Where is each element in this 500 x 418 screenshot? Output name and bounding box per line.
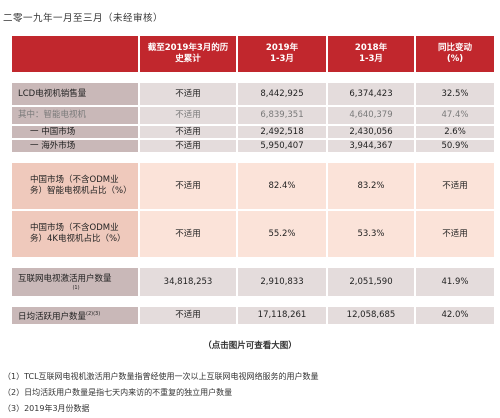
cell-2019: 8,442,925 — [236, 83, 326, 105]
header-2019: 2019年 1-3月 — [236, 36, 326, 72]
cell-2019: 82.4% — [236, 163, 326, 209]
cell-cumulative: 不适用 — [138, 163, 236, 209]
cell-2018: 12,058,685 — [326, 307, 414, 324]
cell-2018: 53.3% — [326, 211, 414, 257]
header-blank — [12, 36, 138, 72]
row-label: 一 中国市场 — [12, 126, 138, 138]
table-row: 一 海外市场 不适用 5,950,407 3,944,367 50.9% — [12, 140, 494, 152]
row-label: 其中：智能电视机 — [12, 107, 138, 124]
cell-2018: 2,051,590 — [326, 268, 414, 296]
table-row: LCD电视机销售量 不适用 8,442,925 6,374,423 32.5% — [12, 83, 494, 105]
cell-2019: 6,839,351 — [236, 107, 326, 124]
row-label: 中国市场（不含ODM业 务）智能电视机占比（%） — [12, 163, 138, 209]
footnote-2: （2）日均活跃用户数量是指七天内来访的不重复的独立用户数量 — [3, 388, 233, 397]
footnote-marker: (1) — [72, 284, 80, 291]
cell-cumulative: 不适用 — [138, 126, 236, 138]
cell-yoy: 不适用 — [414, 211, 494, 257]
cell-2018: 3,944,367 — [326, 140, 414, 152]
cell-yoy: 42.0% — [414, 307, 494, 324]
cell-cumulative: 不适用 — [138, 140, 236, 152]
cell-yoy: 47.4% — [414, 107, 494, 124]
cell-2019: 5,950,407 — [236, 140, 326, 152]
header-yoy: 同比变动 (%) — [414, 36, 494, 72]
table-header-row: 截至2019年3月的历史累计 2019年 1-3月 2018年 1-3月 同比变动(… — [12, 36, 494, 72]
row-label: 日均活跃用户数量(2)(3) — [12, 307, 138, 324]
cell-2019: 17,118,261 — [236, 307, 326, 324]
cell-yoy: 32.5% — [414, 83, 494, 105]
header-2018: 2018年 1-3月 — [326, 36, 414, 72]
row-label: 中国市场（不含ODM业 务）4K电视机占比（%） — [12, 211, 138, 257]
table-row: 中国市场（不含ODM业 务）4K电视机占比（%） 不适用 55.2% 53.3% … — [12, 211, 494, 257]
footnote-marker: (2)(3) — [86, 310, 101, 317]
row-label: 一 海外市场 — [12, 140, 138, 152]
table-row: 互联网电视激活用户数量 (1) 34,818,253 2,910,833 2,05… — [12, 268, 494, 296]
table-row: 日均活跃用户数量(2)(3) 不适用 17,118,261 12,058,685… — [12, 307, 494, 324]
row-label: 互联网电视激活用户数量 (1) — [12, 268, 138, 296]
cell-cumulative: 不适用 — [138, 107, 236, 124]
cell-2018: 83.2% — [326, 163, 414, 209]
cell-yoy: 50.9% — [414, 140, 494, 152]
cell-yoy: 不适用 — [414, 163, 494, 209]
cell-2019: 2,492,518 — [236, 126, 326, 138]
cell-yoy: 41.9% — [414, 268, 494, 296]
cell-yoy: 2.6% — [414, 126, 494, 138]
cell-2019: 2,910,833 — [236, 268, 326, 296]
row-label: LCD电视机销售量 — [12, 83, 138, 105]
table-row: 中国市场（不含ODM业 务）智能电视机占比（%） 不适用 82.4% 83.2% … — [12, 163, 494, 209]
click-to-enlarge-hint[interactable]: （点击图片可查看大图） — [203, 341, 297, 351]
cell-cumulative: 不适用 — [138, 307, 236, 324]
cell-cumulative: 不适用 — [138, 83, 236, 105]
footnote-3: （3）2019年3月份数据 — [3, 404, 90, 413]
cell-2018: 4,640,379 — [326, 107, 414, 124]
cell-2018: 2,430,056 — [326, 126, 414, 138]
table-row: 其中：智能电视机 不适用 6,839,351 4,640,379 47.4% — [12, 107, 494, 124]
document-title: 二零一九年一月至三月（未经审核） — [3, 13, 164, 24]
cell-cumulative: 34,818,253 — [138, 268, 236, 296]
cell-2018: 6,374,423 — [326, 83, 414, 105]
footnote-1: （1）TCL互联网电视机激活用户数量指曾经使用一次以上互联网电视网络服务的用户数… — [3, 372, 319, 381]
header-cumulative: 截至2019年3月的历史累计 — [138, 36, 236, 72]
sales-data-table: 截至2019年3月的历史累计 2019年 1-3月 2018年 1-3月 同比变动(… — [12, 34, 494, 326]
cell-2019: 55.2% — [236, 211, 326, 257]
cell-cumulative: 不适用 — [138, 211, 236, 257]
table-row: 一 中国市场 不适用 2,492,518 2,430,056 2.6% — [12, 126, 494, 138]
